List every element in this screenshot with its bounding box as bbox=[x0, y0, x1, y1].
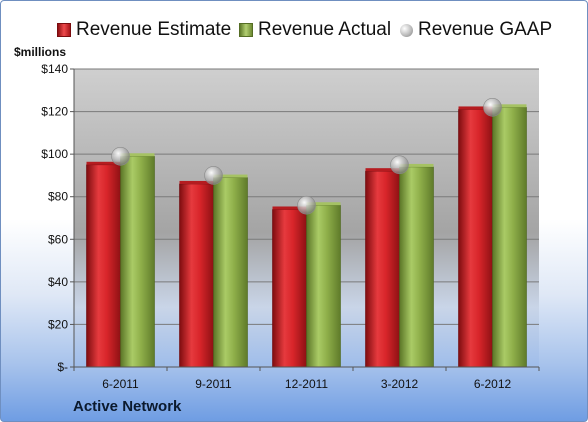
y-tick-label: $60 bbox=[48, 232, 68, 246]
y-tick-label: $40 bbox=[48, 275, 68, 289]
legend-label-estimate: Revenue Estimate bbox=[76, 19, 232, 40]
marker-revenue-gaap bbox=[483, 98, 502, 117]
y-tick-label: $100 bbox=[41, 147, 68, 161]
bar-top-revenue-actual bbox=[306, 202, 341, 206]
x-tick-label: 12-2011 bbox=[285, 377, 328, 391]
legend-item-actual: Revenue Actual bbox=[239, 17, 391, 43]
x-tick-label: 6-2012 bbox=[474, 377, 512, 391]
bar-revenue-actual bbox=[306, 204, 341, 368]
y-tick-label: $120 bbox=[41, 105, 68, 119]
bar-revenue-actual bbox=[120, 155, 155, 368]
y-tick-label: $80 bbox=[48, 190, 68, 204]
bar-top-revenue-actual bbox=[492, 104, 527, 108]
bar-top-revenue-estimate bbox=[272, 206, 307, 210]
bar-revenue-actual bbox=[399, 166, 434, 368]
bar-top-revenue-estimate bbox=[86, 161, 121, 165]
marker-revenue-gaap bbox=[390, 155, 409, 175]
bar-revenue-estimate bbox=[179, 183, 214, 368]
bar-revenue-actual bbox=[492, 107, 527, 368]
bar-top-revenue-estimate bbox=[458, 106, 493, 110]
marker-revenue-gaap bbox=[297, 195, 316, 215]
legend-label-actual: Revenue Actual bbox=[258, 19, 392, 40]
legend: Revenue Estimate Revenue Actual Revenue … bbox=[1, 17, 587, 43]
bar-revenue-estimate bbox=[365, 170, 400, 368]
legend-swatch-estimate bbox=[57, 23, 71, 37]
legend-marker-gaap bbox=[400, 23, 413, 37]
bar-top-revenue-actual bbox=[399, 163, 434, 167]
bar-revenue-estimate bbox=[272, 209, 307, 368]
legend-item-estimate: Revenue Estimate bbox=[57, 17, 231, 43]
bar-top-revenue-estimate bbox=[365, 168, 400, 172]
bar-top-revenue-estimate bbox=[179, 180, 214, 184]
x-tick-label: 6-2011 bbox=[102, 377, 139, 391]
bar-top-revenue-actual bbox=[213, 174, 248, 178]
x-tick-label: 9-2011 bbox=[195, 377, 232, 391]
x-tick-label: 3-2012 bbox=[381, 377, 419, 391]
marker-revenue-gaap bbox=[204, 166, 223, 185]
y-tick-label: $140 bbox=[41, 62, 68, 76]
y-tick-label: $- bbox=[57, 360, 68, 374]
marker-revenue-gaap bbox=[111, 146, 130, 166]
bar-revenue-estimate bbox=[86, 164, 121, 368]
company-name: Active Network bbox=[73, 398, 182, 415]
y-tick-label: $20 bbox=[48, 317, 68, 331]
legend-label-gaap: Revenue GAAP bbox=[418, 19, 553, 40]
bar-revenue-actual bbox=[213, 177, 248, 368]
legend-swatch-actual bbox=[239, 23, 253, 37]
bar-top-revenue-actual bbox=[120, 153, 155, 157]
bar-revenue-estimate bbox=[458, 109, 493, 368]
y-axis-units-label: $millions bbox=[14, 45, 67, 59]
legend-item-gaap: Revenue GAAP bbox=[400, 17, 552, 43]
